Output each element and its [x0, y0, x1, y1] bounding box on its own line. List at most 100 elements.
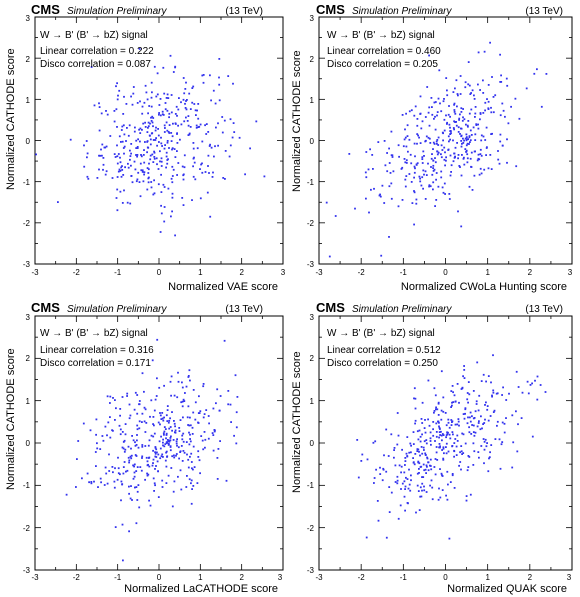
- scatter-point: [124, 423, 127, 425]
- scatter-point: [460, 107, 463, 110]
- scatter-point: [135, 444, 138, 446]
- scatter-point: [427, 379, 430, 382]
- scatter-point: [136, 424, 139, 427]
- scatter-point: [180, 401, 183, 404]
- scatter-point: [165, 97, 168, 99]
- scatter-point: [221, 131, 224, 134]
- scatter-point: [193, 103, 196, 105]
- scatter-point: [434, 161, 437, 164]
- scatter-point: [462, 452, 465, 454]
- scatter-point: [466, 469, 469, 472]
- scatter-point: [419, 454, 421, 457]
- scatter-point: [437, 414, 440, 416]
- scatter-point: [439, 434, 441, 436]
- scatter-point: [451, 431, 454, 433]
- scatter-point: [157, 421, 160, 424]
- scatter-point: [381, 184, 384, 187]
- scatter-point: [459, 461, 462, 463]
- scatter-point: [421, 489, 423, 492]
- scatter-point: [144, 445, 147, 447]
- scatter-point: [163, 147, 166, 150]
- scatter-point: [369, 148, 371, 151]
- scatter-point: [463, 369, 466, 371]
- scatter-point: [171, 147, 174, 150]
- scatter-point: [453, 103, 455, 106]
- scatter-point: [116, 155, 119, 158]
- scatter-point: [431, 113, 434, 116]
- scatter-point: [450, 406, 452, 408]
- scatter-point: [393, 449, 395, 451]
- scatter-point: [461, 142, 463, 145]
- scatter-point: [105, 145, 108, 148]
- scatter-point: [127, 134, 130, 137]
- scatter-point: [436, 139, 439, 141]
- scatter-point: [159, 412, 161, 414]
- scatter-point: [212, 449, 215, 452]
- scatter-point: [461, 453, 463, 455]
- scatter-point: [146, 460, 149, 463]
- scatter-point: [249, 147, 251, 150]
- scatter-point: [458, 117, 461, 120]
- scatter-point: [478, 394, 481, 397]
- scatter-point: [419, 112, 422, 115]
- scatter-point: [452, 160, 455, 163]
- scatter-point: [440, 370, 443, 373]
- scatter-point: [469, 411, 472, 414]
- scatter-point: [489, 415, 492, 417]
- scatter-point: [174, 429, 177, 432]
- scatter-point: [449, 481, 452, 483]
- scatter-point: [129, 158, 131, 161]
- scatter-point: [445, 452, 448, 455]
- scatter-point: [157, 183, 160, 186]
- scatter-point: [453, 111, 456, 113]
- scatter-point: [455, 124, 458, 127]
- scatter-point: [483, 50, 486, 53]
- scatter-point: [173, 480, 176, 483]
- scatter-point: [449, 126, 451, 129]
- scatter-point: [109, 436, 112, 439]
- scatter-point: [470, 92, 472, 94]
- scatter-point: [181, 400, 184, 403]
- scatter-point: [129, 155, 132, 157]
- scatter-point: [412, 461, 415, 464]
- scatter-point: [457, 210, 459, 213]
- scatter-point: [417, 460, 420, 463]
- scatter-point: [482, 135, 485, 138]
- scatter-point: [458, 424, 460, 427]
- scatter-point: [491, 76, 493, 78]
- scatter-point: [444, 193, 446, 195]
- scatter-point: [154, 452, 157, 455]
- scatter-point: [150, 81, 153, 84]
- scatter-point: [456, 105, 458, 108]
- scatter-point: [170, 177, 173, 180]
- scatter-point: [124, 166, 126, 169]
- x-ticks: [318, 316, 573, 570]
- scatter-point: [166, 409, 169, 411]
- scatter-point: [459, 166, 461, 168]
- scatter-point: [379, 195, 382, 198]
- scatter-point: [418, 472, 420, 474]
- scatter-point: [448, 105, 450, 107]
- scatter-point: [136, 466, 139, 468]
- scatter-point: [508, 392, 510, 395]
- scatter-point: [328, 255, 331, 258]
- scatter-point: [133, 130, 136, 133]
- scatter-point: [444, 151, 446, 154]
- scatter-point: [120, 480, 123, 483]
- scatter-point: [469, 141, 471, 143]
- scatter-point: [125, 103, 128, 105]
- scatter-point: [367, 168, 370, 171]
- scatter-point: [152, 193, 155, 196]
- scatter-point: [372, 168, 374, 170]
- scatter-point: [184, 107, 187, 109]
- scatter-point: [477, 409, 480, 412]
- scatter-point: [451, 401, 453, 404]
- scatter-point: [197, 412, 200, 414]
- scatter-point: [433, 466, 436, 468]
- scatter-point: [482, 438, 485, 440]
- scatter-point: [429, 185, 432, 188]
- scatter-point: [187, 376, 190, 378]
- scatter-point: [434, 115, 436, 118]
- scatter-point: [413, 114, 416, 117]
- scatter-point: [469, 416, 471, 419]
